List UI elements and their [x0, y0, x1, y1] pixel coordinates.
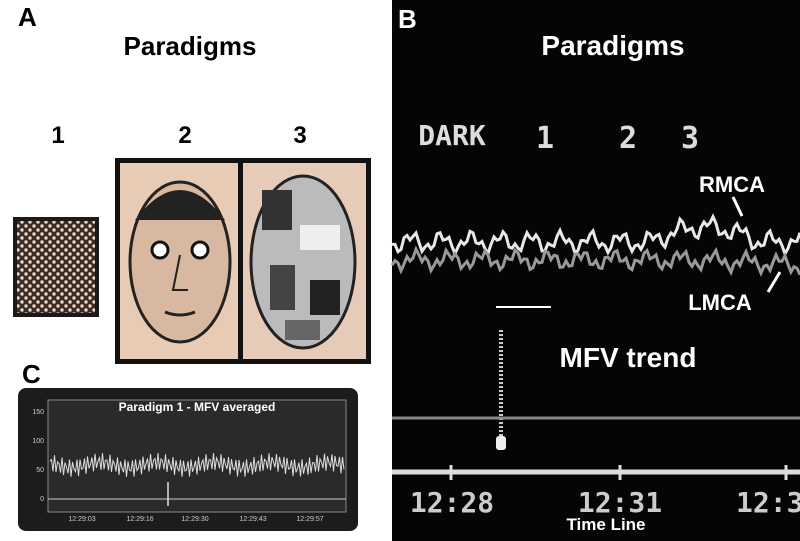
y-tick-label: 0 — [40, 496, 44, 503]
scramble-block — [300, 225, 340, 250]
trend-marker — [496, 436, 506, 450]
scramble-block — [310, 280, 340, 315]
panel-title: Paradigms — [124, 31, 257, 61]
lmca-trace — [390, 245, 800, 277]
annotation: MFV trend — [560, 342, 697, 373]
panel-title: Paradigms — [541, 30, 684, 61]
trace-label: LMCA — [688, 290, 752, 315]
scramble-block — [262, 190, 292, 230]
condition-label: 2 — [619, 121, 637, 156]
x-tick-labels: 12:29:03 12:29:16 12:29:30 12:29:43 12:2… — [68, 516, 323, 523]
time-label: 12:3 — [736, 486, 800, 519]
eye — [190, 240, 210, 260]
chart-title: Paradigm 1 - MFV averaged — [119, 400, 276, 414]
condition-label: DARK — [418, 119, 486, 152]
face — [128, 180, 232, 344]
condition-label: 1 — [536, 121, 554, 156]
panel-label: A — [18, 2, 37, 32]
rmca-trace — [391, 213, 800, 258]
trace-label: RMCA — [699, 172, 765, 197]
x-tick-label: 12:29:30 — [181, 516, 208, 523]
eye — [150, 240, 170, 260]
x-tick-label: 12:29:16 — [126, 516, 153, 523]
x-tick-label: 12:29:57 — [296, 516, 323, 523]
y-tick-label: 100 — [32, 438, 44, 445]
item-label: 2 — [178, 122, 191, 149]
time-label: 12:28 — [410, 486, 494, 519]
x-tick-label: 12:29:43 — [239, 516, 266, 523]
hair — [135, 190, 225, 220]
y-tick-label: 150 — [32, 409, 44, 416]
scramble-block — [270, 265, 295, 310]
condition-label: 3 — [681, 121, 699, 156]
panel-label: C — [22, 359, 41, 389]
mfv-trace — [49, 452, 345, 477]
time-label: 12:31 — [578, 486, 662, 519]
label-pointer — [731, 196, 744, 217]
nose — [171, 254, 188, 291]
y-tick-label: 50 — [36, 467, 44, 474]
checkerboard — [17, 221, 95, 313]
item-label: 3 — [293, 122, 306, 149]
scramble-block — [285, 320, 320, 340]
item-label: 1 — [51, 122, 64, 149]
x-tick-label: 12:29:03 — [68, 516, 95, 523]
plot-area — [47, 399, 347, 513]
mouth — [164, 310, 196, 317]
panel-b-bg — [392, 0, 800, 541]
panel-label: B — [398, 4, 417, 34]
axis-label: Time Line — [566, 515, 645, 534]
label-pointer — [766, 271, 782, 293]
